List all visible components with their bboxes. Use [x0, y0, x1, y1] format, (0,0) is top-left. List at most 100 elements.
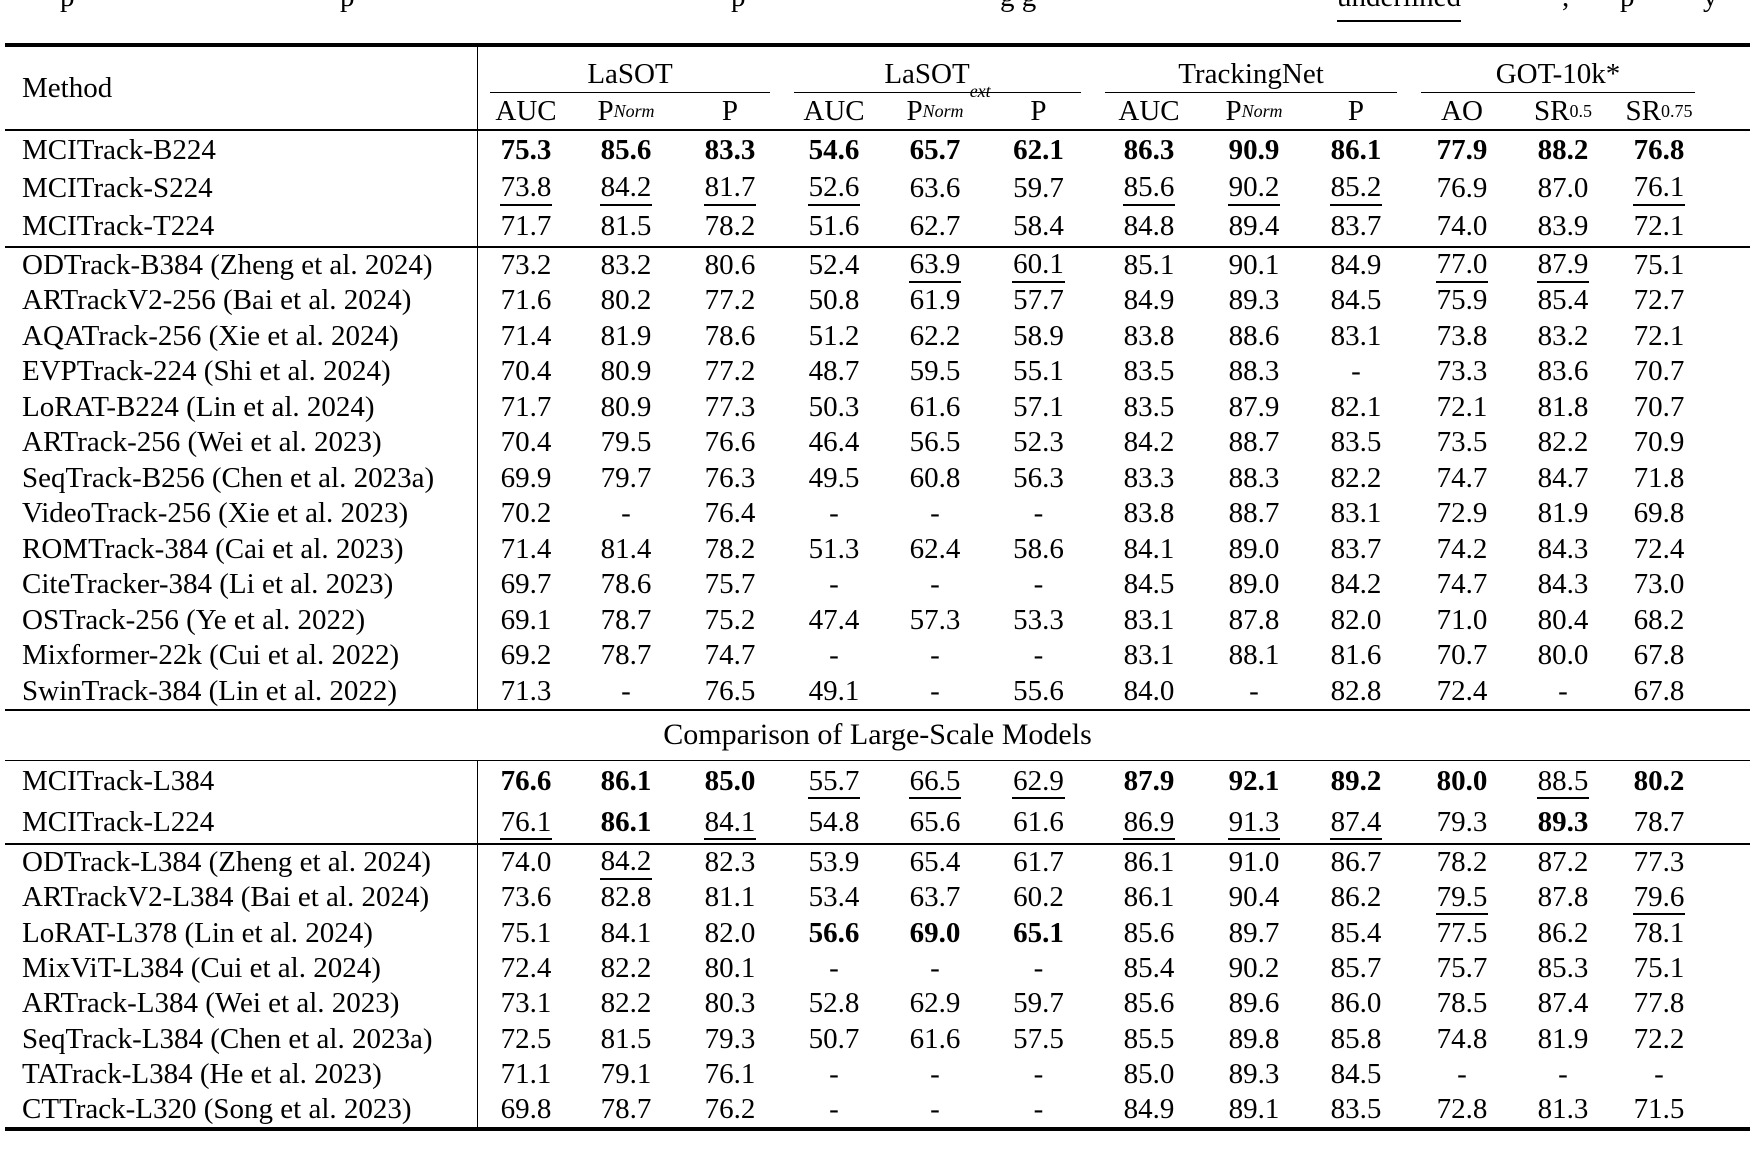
value-cell: 87.9 — [1228, 390, 1280, 423]
value-cell: 85.6 — [1123, 916, 1175, 949]
method-name: AQATrack-256 (Xie et al. 2024) — [0, 318, 478, 355]
value-cell: 80.0 — [1436, 765, 1488, 798]
metric-column-header: P — [721, 94, 739, 127]
value-cell: 51.2 — [808, 319, 860, 352]
value-cell: 61.6 — [1013, 806, 1064, 839]
caption-text-fragment: g g — [1000, 0, 1036, 14]
value-cell: 81.1 — [704, 881, 756, 914]
table-row: ARTrack-L384 (Wei et al. 2023) 73.1 82.2 80… — [0, 986, 1755, 1022]
value-cell: 74.7 — [1436, 568, 1488, 601]
value-cell: 85.0 — [704, 765, 756, 798]
metric-column-header: P — [1030, 94, 1047, 127]
value-cell: 52.3 — [1013, 426, 1064, 459]
value-cell: 92.1 — [1228, 765, 1280, 798]
value-cell: - — [930, 674, 940, 707]
value-cell: 83.5 — [1330, 426, 1382, 459]
value-cell: 62.7 — [909, 210, 961, 243]
caption-text-fragment: p — [60, 0, 75, 14]
value-cell: 86.1 — [600, 765, 652, 798]
value-cell: 82.8 — [600, 881, 652, 914]
value-cell: 84.2 — [574, 171, 678, 206]
value-cell: 49.1 — [808, 674, 860, 707]
value-cell: 53.9 — [808, 846, 860, 879]
value-cell: - — [930, 639, 940, 672]
value-cell: 78.2 — [704, 210, 756, 243]
value-cell: 63.7 — [909, 881, 961, 914]
value-cell: 84.2 — [1330, 568, 1382, 601]
method-name: VideoTrack-256 (Xie et al. 2023) — [0, 496, 478, 532]
value-cell: 59.7 — [1013, 172, 1064, 205]
value-cell: 51.3 — [808, 532, 860, 565]
value-cell: 69.0 — [909, 916, 961, 949]
table-row: LoRAT-B224 (Lin et al. 2024) 71.7 80.9 77.3… — [0, 389, 1755, 426]
table-header: Method LaSOT AUC P Norm P LaSOT ext AUC P Norm P Tr… — [0, 47, 1755, 129]
method-name: ROMTrack-384 (Cai et al. 2023) — [0, 531, 478, 568]
value-cell: 72.1 — [1633, 210, 1685, 243]
value-cell: 83.3 — [704, 133, 756, 166]
value-cell: 67.8 — [1633, 639, 1685, 672]
value-cell: 88.7 — [1228, 426, 1280, 459]
value-cell: 82.8 — [1330, 674, 1382, 707]
value-cell: 70.7 — [1436, 639, 1488, 672]
value-cell: 55.6 — [1013, 674, 1064, 707]
value-cell: 72.4 — [1436, 674, 1488, 707]
value-cell: 72.8 — [1436, 1093, 1488, 1126]
value-cell: 51.6 — [808, 210, 860, 243]
value-cell: 89.3 — [1537, 806, 1589, 839]
value-cell: 73.0 — [1633, 568, 1685, 601]
value-cell: 85.6 — [600, 133, 652, 166]
value-cell: 88.3 — [1228, 355, 1280, 388]
value-cell: 61.7 — [1013, 846, 1064, 879]
metric-column-header: AUC — [495, 94, 557, 127]
value-cell: 62.2 — [909, 319, 961, 352]
table-row: MCITrack-S224 73.8 84.2 81.7 52.6 63.6 59.7 85.… — [0, 169, 1755, 208]
method-name: ODTrack-L384 (Zheng et al. 2024) — [0, 844, 478, 881]
value-cell: 73.6 — [500, 881, 552, 914]
value-cell: 79.3 — [704, 1022, 756, 1055]
value-cell: 90.1 — [1228, 248, 1280, 281]
value-cell: 78.5 — [1436, 987, 1488, 1020]
value-cell: - — [1033, 568, 1044, 601]
value-cell: - — [1033, 951, 1044, 984]
method-name: SeqTrack-L384 (Chen et al. 2023a) — [0, 1021, 478, 1057]
value-cell: 58.4 — [1013, 210, 1064, 243]
value-cell: - — [930, 951, 940, 984]
value-cell: 87.4 — [1303, 806, 1409, 841]
value-cell: 83.8 — [1123, 319, 1175, 352]
value-cell: - — [930, 1057, 940, 1090]
value-cell: 58.9 — [1013, 319, 1064, 352]
value-cell: 52.8 — [808, 987, 860, 1020]
value-cell: 70.7 — [1633, 390, 1685, 423]
value-cell: 75.1 — [1633, 951, 1685, 984]
value-cell: 88.5 — [1515, 765, 1611, 800]
table-row: CiteTracker-384 (Li et al. 2023) 69.7 78.6… — [0, 567, 1755, 603]
value-cell: 91.3 — [1205, 806, 1303, 841]
value-cell: 80.9 — [600, 355, 652, 388]
value-cell: 89.0 — [1228, 568, 1280, 601]
value-cell: - — [1351, 355, 1361, 388]
group-separator-rule — [5, 709, 1750, 711]
value-cell: 83.1 — [1330, 497, 1382, 530]
value-cell: 71.0 — [1436, 603, 1488, 636]
value-cell: 70.4 — [500, 355, 552, 388]
value-cell: 85.5 — [1123, 1022, 1175, 1055]
section-header: Comparison of Large-Scale Models — [663, 718, 1092, 752]
value-cell: 81.4 — [600, 532, 652, 565]
row-group: ODTrack-L384 (Zheng et al. 2024) 74.0 84.2… — [0, 844, 1755, 1128]
value-cell: - — [829, 1093, 839, 1126]
value-cell: 81.5 — [600, 210, 652, 243]
method-name: TATrack-L384 (He et al. 2023) — [0, 1056, 478, 1093]
table-row: ARTrackV2-256 (Bai et al. 2024) 71.6 80.2 7… — [0, 283, 1755, 319]
value-cell: 77.2 — [704, 284, 756, 317]
value-cell: 72.2 — [1633, 1022, 1685, 1055]
value-cell: 73.5 — [1436, 426, 1488, 459]
value-cell: 57.3 — [909, 603, 961, 636]
value-cell: 71.3 — [500, 674, 552, 707]
value-cell: 69.9 — [500, 461, 552, 494]
value-cell: 83.5 — [1330, 1093, 1382, 1126]
value-cell: 84.2 — [1123, 426, 1175, 459]
value-cell: - — [1558, 1057, 1568, 1090]
metric-column-header: AO — [1441, 94, 1483, 127]
value-cell: 91.0 — [1228, 846, 1280, 879]
table-row: ODTrack-L384 (Zheng et al. 2024) 74.0 84.2… — [0, 844, 1755, 881]
